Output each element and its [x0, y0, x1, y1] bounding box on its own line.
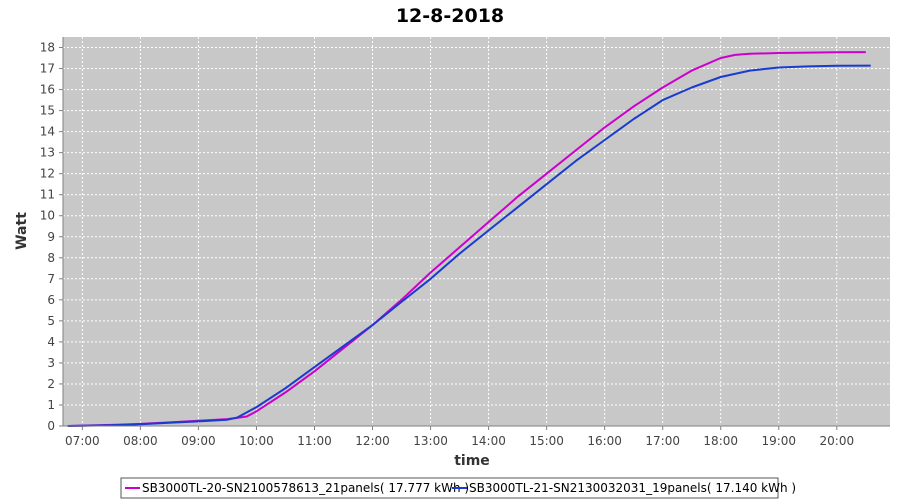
x-tick-label: 17:00 [645, 434, 680, 448]
x-tick-label: 13:00 [413, 434, 448, 448]
x-axis-label: time [454, 453, 490, 469]
x-tick-label: 08:00 [123, 434, 158, 448]
x-tick-label: 20:00 [820, 434, 855, 448]
y-tick-label: 8 [47, 251, 55, 265]
y-tick-label: 4 [47, 335, 55, 349]
x-tick-label: 14:00 [471, 434, 506, 448]
y-tick-label: 16 [40, 83, 55, 97]
x-tick-label: 11:00 [297, 434, 332, 448]
y-tick-label: 14 [40, 125, 55, 139]
x-tick-label: 09:00 [181, 434, 216, 448]
y-tick-label: 12 [40, 167, 55, 181]
legend-label-series-1: SB3000TL-20-SN2100578613_21panels( 17.77… [142, 481, 469, 495]
y-tick-label: 10 [40, 209, 55, 223]
y-tick-label: 15 [40, 104, 55, 118]
y-tick-label: 0 [47, 419, 55, 433]
y-tick-label: 3 [47, 356, 55, 370]
grid-lines [63, 37, 890, 427]
y-tick-label: 6 [47, 293, 55, 307]
y-tick-label: 2 [47, 377, 55, 391]
x-tick-label: 15:00 [529, 434, 564, 448]
x-tick-label: 18:00 [703, 434, 738, 448]
series-lines [67, 51, 871, 427]
series-line-2 [67, 64, 871, 427]
chart-title: 12-8-2018 [396, 5, 504, 27]
x-axis-ticks: 07:00 08:00 09:00 10:00 11:00 12:00 13:00 14:00… [65, 426, 854, 448]
y-tick-label: 7 [47, 272, 55, 286]
y-tick-label: 13 [40, 146, 55, 160]
y-tick-label: 11 [40, 188, 55, 202]
y-axis-label: Watt [14, 212, 30, 250]
x-tick-label: 12:00 [355, 434, 390, 448]
legend-box [120, 477, 779, 499]
y-tick-label: 9 [47, 230, 55, 244]
y-tick-label: 18 [40, 41, 55, 55]
x-tick-label: 07:00 [65, 434, 100, 448]
y-tick-label: 1 [47, 398, 55, 412]
y-tick-label: 5 [47, 314, 55, 328]
x-tick-label: 10:00 [239, 434, 274, 448]
legend-label-series-2: SB3000TL-21-SN2130032031_19panels( 17.14… [469, 481, 796, 495]
y-tick-label: 17 [40, 62, 55, 76]
x-tick-label: 19:00 [761, 434, 796, 448]
x-tick-label: 16:00 [587, 434, 622, 448]
